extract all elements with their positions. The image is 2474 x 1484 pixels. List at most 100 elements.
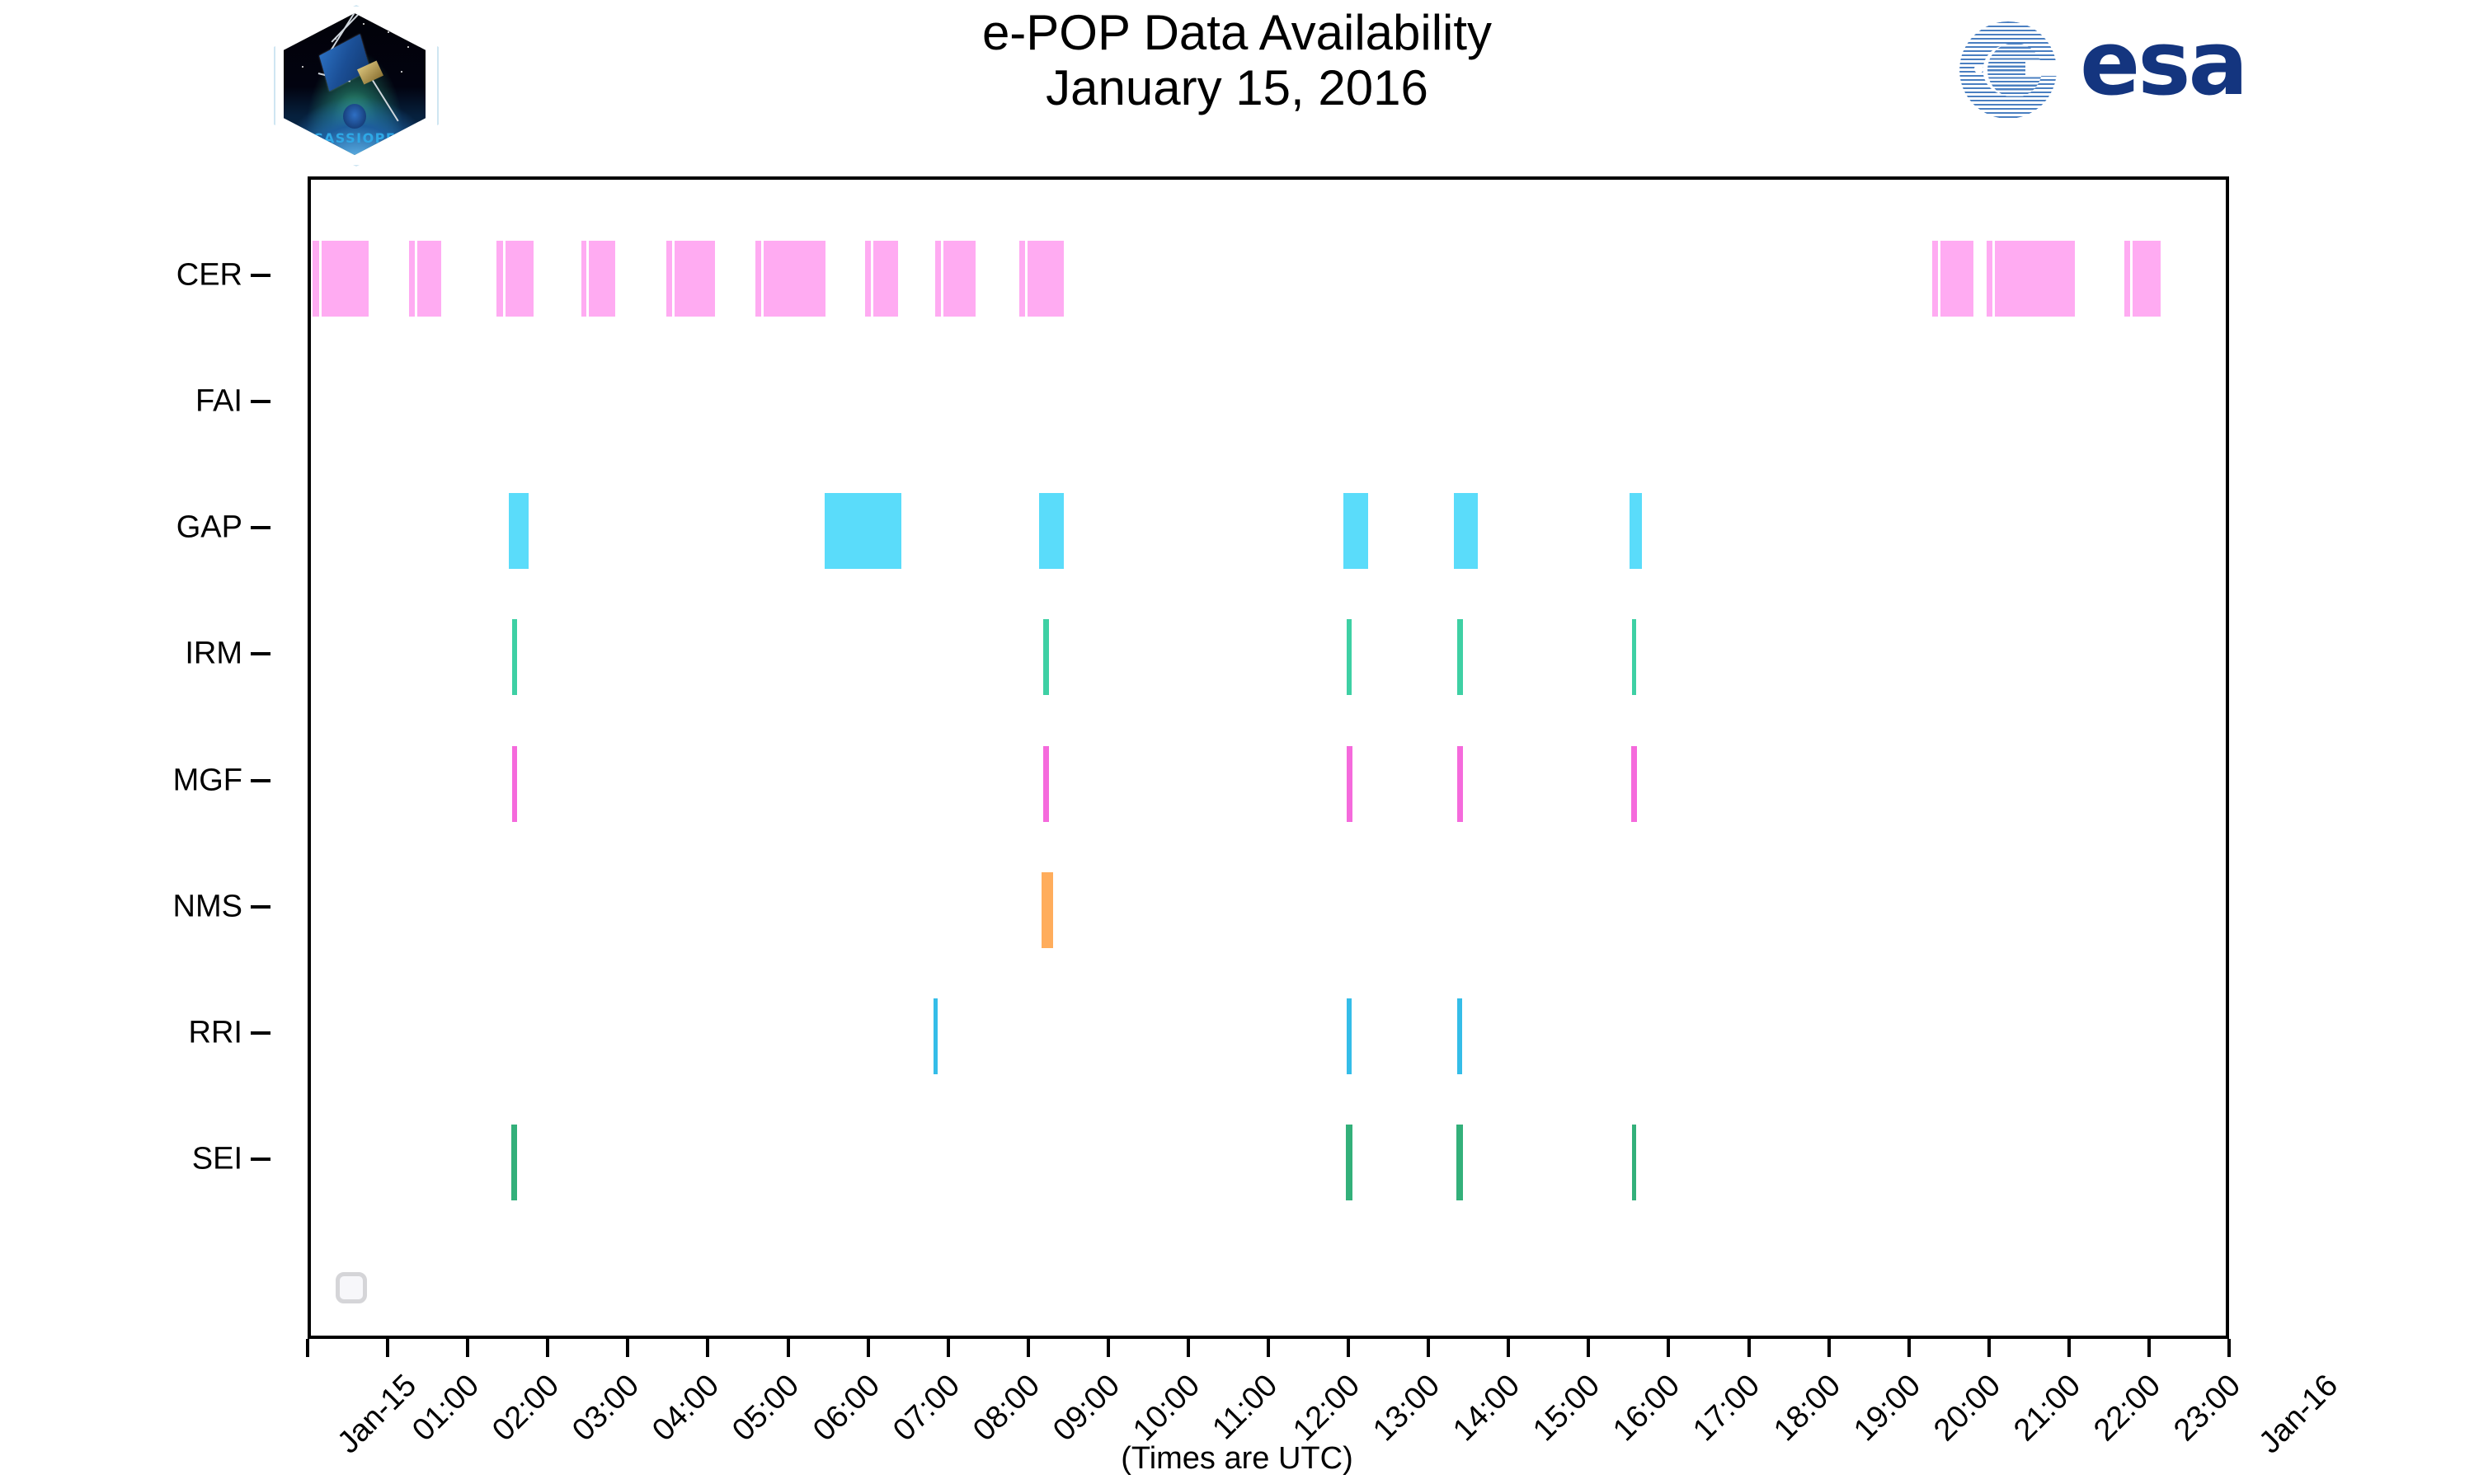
availability-bar-cer: [1931, 240, 1938, 317]
availability-bar-cer: [581, 240, 586, 317]
y-axis-tick-irm: [251, 652, 270, 656]
title-line-date: January 15, 2016: [1046, 60, 1428, 116]
page-header: CASSIOPE e-POP Data Availability January…: [0, 0, 2474, 177]
x-axis-label-23: 23:00: [2167, 1368, 2248, 1449]
y-axis: CER FAI GAP IRM MGF NMS RRI SEI: [0, 176, 280, 1339]
esa-globe-icon: [1954, 16, 2086, 124]
y-axis-label-sei: SEI: [191, 1141, 242, 1176]
x-axis-ticks: [306, 1339, 2231, 1359]
y-axis-label-rri: RRI: [188, 1015, 242, 1050]
availability-bar-sei: [510, 1125, 518, 1201]
page-title: e-POP Data Availability January 15, 2016: [610, 5, 1864, 115]
availability-bar-nms: [1042, 871, 1053, 948]
esa-logo: esa: [1954, 15, 2317, 126]
availability-bar-mgf: [1347, 745, 1353, 822]
logo-emblem-badge: [343, 104, 366, 129]
x-axis-tick-19: [1827, 1339, 1831, 1357]
availability-bar-cer: [2132, 240, 2161, 317]
x-axis-tick-0: [306, 1339, 309, 1357]
x-axis-tick-5: [706, 1339, 710, 1357]
x-axis-label-4: 04:00: [646, 1368, 727, 1449]
chart-plot-area: [311, 180, 2226, 1336]
availability-bar-mgf: [1630, 745, 1637, 822]
x-axis-label-12: 12:00: [1286, 1368, 1367, 1449]
x-axis-tick-2: [466, 1339, 470, 1357]
x-axis-label-6: 06:00: [806, 1368, 887, 1449]
y-axis-label-mgf: MGF: [172, 763, 242, 798]
availability-bar-mgf: [1043, 745, 1050, 822]
availability-bar-cer: [505, 240, 534, 317]
x-axis-label-1: 01:00: [406, 1368, 487, 1449]
x-axis-tick-3: [546, 1339, 550, 1357]
y-axis-tick-nms: [251, 904, 270, 909]
availability-bar-mgf: [511, 745, 518, 822]
y-axis-tick-cer: [251, 273, 270, 277]
availability-bar-cer: [409, 240, 416, 317]
x-axis-tick-10: [1106, 1339, 1110, 1357]
availability-bar-gap: [1039, 493, 1064, 570]
x-axis-tick-15: [1507, 1339, 1511, 1357]
availability-bar-rri: [934, 998, 938, 1075]
availability-bar-gap: [508, 493, 529, 570]
y-axis-tick-sei: [251, 1158, 270, 1162]
y-axis-tick-rri: [251, 1031, 270, 1036]
availability-bar-sei: [1346, 1125, 1353, 1201]
x-axis-label-2: 02:00: [486, 1368, 567, 1449]
y-axis-label-fai: FAI: [195, 383, 242, 419]
availability-bar-cer: [312, 240, 319, 317]
x-axis-tick-23: [2147, 1339, 2151, 1357]
availability-bar-cer: [872, 240, 898, 317]
x-axis-tick-13: [1347, 1339, 1351, 1357]
esa-wordmark: esa: [2080, 12, 2248, 115]
cassiope-mission-logo: CASSIOPE: [272, 2, 439, 167]
availability-bar-irm: [1457, 619, 1463, 696]
x-axis-label-10: 10:00: [1126, 1368, 1206, 1449]
x-axis-tick-4: [626, 1339, 630, 1357]
x-axis-label-3: 03:00: [566, 1368, 647, 1449]
x-axis-label-19: 19:00: [1846, 1368, 1927, 1449]
x-axis-tick-20: [1907, 1339, 1911, 1357]
availability-bar-gap: [1629, 493, 1642, 570]
corner-toggle-button[interactable]: [336, 1272, 367, 1303]
x-axis-tick-21: [1987, 1339, 1991, 1357]
x-axis-tick-17: [1667, 1339, 1671, 1357]
availability-bar-cer: [1986, 240, 1992, 317]
availability-bar-irm: [1347, 619, 1352, 696]
x-axis-label-14: 14:00: [1446, 1368, 1527, 1449]
x-axis-tick-14: [1427, 1339, 1431, 1357]
x-axis-label-21: 21:00: [2006, 1368, 2087, 1449]
x-axis-tick-8: [946, 1339, 950, 1357]
availability-bar-cer: [2124, 240, 2130, 317]
availability-bar-cer: [935, 240, 942, 317]
x-axis-label-7: 07:00: [886, 1368, 967, 1449]
availability-bar-gap: [825, 493, 902, 570]
x-axis-tick-6: [786, 1339, 790, 1357]
x-axis-tick-9: [1026, 1339, 1030, 1357]
x-axis-label-18: 18:00: [1766, 1368, 1847, 1449]
x-axis-label-16: 16:00: [1606, 1368, 1687, 1449]
cassiope-wordmark: CASSIOPE: [313, 130, 397, 146]
availability-bar-cer: [1940, 240, 1974, 317]
x-axis-label-22: 22:00: [2087, 1368, 2167, 1449]
x-axis-label-20: 20:00: [1926, 1368, 2007, 1449]
x-axis-label-5: 05:00: [726, 1368, 807, 1449]
availability-bar-cer: [417, 240, 442, 317]
availability-bar-cer: [943, 240, 976, 317]
availability-bar-rri: [1457, 998, 1463, 1075]
x-axis-tick-1: [386, 1339, 390, 1357]
availability-chart: [308, 176, 2229, 1339]
availability-bar-cer: [674, 240, 716, 317]
x-axis-label-17: 17:00: [1686, 1368, 1767, 1449]
y-axis-tick-gap: [251, 526, 270, 530]
availability-bar-cer: [1027, 240, 1064, 317]
y-axis-tick-fai: [251, 399, 270, 403]
availability-bar-cer: [864, 240, 871, 317]
x-axis-tick-12: [1267, 1339, 1270, 1357]
y-axis-tick-mgf: [251, 778, 270, 782]
x-axis-tick-7: [866, 1339, 870, 1357]
x-axis-tick-16: [1587, 1339, 1591, 1357]
x-axis-label-13: 13:00: [1366, 1368, 1447, 1449]
x-axis-tick-18: [1747, 1339, 1751, 1357]
availability-bar-cer: [666, 240, 672, 317]
availability-bar-cer: [321, 240, 369, 317]
